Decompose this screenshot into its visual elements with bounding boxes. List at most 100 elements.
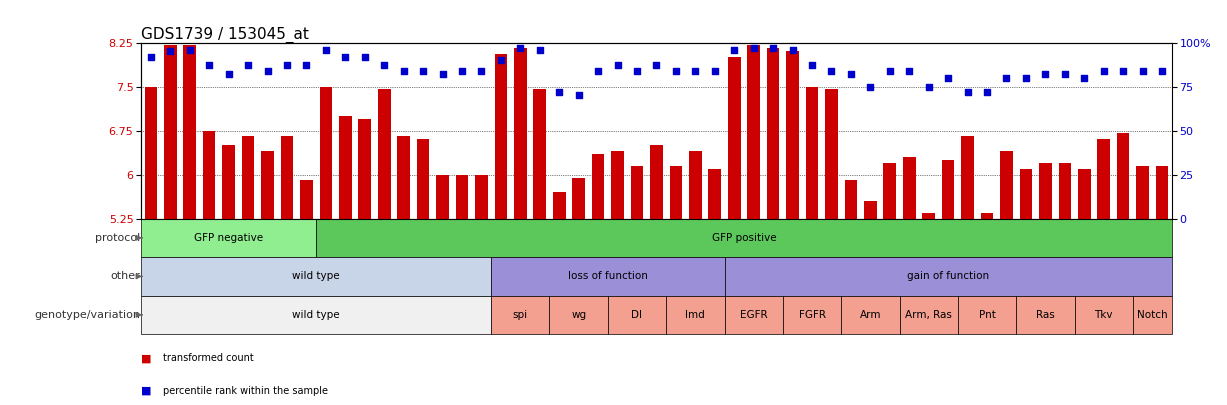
Text: Dl: Dl bbox=[632, 310, 643, 320]
Bar bbox=[1117, 134, 1130, 219]
Bar bbox=[550, 296, 607, 334]
Bar bbox=[825, 90, 838, 219]
Point bbox=[996, 75, 1016, 81]
Bar bbox=[491, 296, 550, 334]
Bar bbox=[437, 175, 449, 219]
Point bbox=[1152, 68, 1172, 74]
Point bbox=[724, 46, 744, 53]
Bar bbox=[1020, 169, 1032, 219]
Text: Pnt: Pnt bbox=[979, 310, 995, 320]
Text: FGFR: FGFR bbox=[799, 310, 826, 320]
Point bbox=[666, 68, 686, 74]
Bar bbox=[301, 181, 313, 219]
Point bbox=[647, 62, 666, 69]
Bar bbox=[690, 151, 702, 219]
Point bbox=[899, 68, 919, 74]
Bar bbox=[378, 90, 390, 219]
Bar bbox=[1075, 296, 1133, 334]
Point bbox=[199, 62, 218, 69]
Bar bbox=[358, 119, 371, 219]
Point bbox=[880, 68, 899, 74]
Bar bbox=[961, 136, 974, 219]
Text: Tkv: Tkv bbox=[1094, 310, 1113, 320]
Bar bbox=[141, 219, 317, 257]
Bar bbox=[1133, 296, 1172, 334]
Point bbox=[569, 92, 589, 98]
Bar bbox=[1016, 296, 1075, 334]
Bar bbox=[183, 45, 196, 219]
Point bbox=[1133, 68, 1152, 74]
Bar bbox=[491, 257, 724, 296]
Point bbox=[958, 89, 978, 95]
Point bbox=[822, 68, 842, 74]
Point bbox=[763, 45, 783, 51]
Point bbox=[744, 45, 763, 51]
Bar bbox=[534, 90, 546, 219]
Point bbox=[317, 46, 336, 53]
Point bbox=[510, 45, 530, 51]
Bar bbox=[1097, 139, 1110, 219]
Bar bbox=[607, 296, 666, 334]
Point bbox=[588, 68, 607, 74]
Bar bbox=[631, 166, 643, 219]
Text: EGFR: EGFR bbox=[740, 310, 768, 320]
Text: percentile rank within the sample: percentile rank within the sample bbox=[163, 386, 328, 396]
Point bbox=[218, 71, 238, 77]
Point bbox=[802, 62, 822, 69]
Point bbox=[161, 48, 180, 55]
Point bbox=[1016, 75, 1036, 81]
Bar bbox=[141, 257, 491, 296]
Bar bbox=[903, 157, 915, 219]
Bar bbox=[864, 201, 876, 219]
Point bbox=[297, 62, 317, 69]
Point bbox=[706, 68, 725, 74]
Bar bbox=[475, 175, 488, 219]
Bar bbox=[724, 296, 783, 334]
Text: transformed count: transformed count bbox=[163, 354, 254, 363]
Bar bbox=[728, 57, 741, 219]
Point bbox=[394, 68, 413, 74]
Bar bbox=[787, 51, 799, 219]
Point bbox=[238, 62, 258, 69]
Point bbox=[413, 68, 433, 74]
Point bbox=[355, 53, 374, 60]
Text: Imd: Imd bbox=[686, 310, 706, 320]
Bar bbox=[1136, 166, 1148, 219]
Point bbox=[277, 62, 297, 69]
Point bbox=[1036, 71, 1055, 77]
Text: GDS1739 / 153045_at: GDS1739 / 153045_at bbox=[141, 26, 309, 43]
Bar bbox=[141, 296, 491, 334]
Bar bbox=[1079, 169, 1091, 219]
Text: spi: spi bbox=[513, 310, 528, 320]
Bar bbox=[281, 136, 293, 219]
Bar bbox=[339, 116, 352, 219]
Bar bbox=[783, 296, 842, 334]
Bar bbox=[319, 87, 333, 219]
Text: Notch: Notch bbox=[1137, 310, 1168, 320]
Bar bbox=[842, 296, 899, 334]
Point bbox=[141, 53, 161, 60]
Point bbox=[627, 68, 647, 74]
Text: genotype/variation: genotype/variation bbox=[34, 310, 140, 320]
Bar bbox=[806, 87, 818, 219]
Bar bbox=[899, 296, 958, 334]
Bar bbox=[553, 192, 566, 219]
Bar bbox=[1000, 151, 1012, 219]
Bar bbox=[1156, 166, 1168, 219]
Bar bbox=[980, 213, 994, 219]
Bar bbox=[455, 175, 469, 219]
Bar bbox=[708, 169, 721, 219]
Text: wg: wg bbox=[571, 310, 587, 320]
Bar bbox=[591, 154, 605, 219]
Point bbox=[180, 46, 200, 53]
Point bbox=[607, 62, 627, 69]
Bar bbox=[883, 163, 896, 219]
Point bbox=[453, 68, 472, 74]
Bar bbox=[844, 181, 858, 219]
Point bbox=[550, 89, 569, 95]
Text: gain of function: gain of function bbox=[907, 271, 989, 281]
Bar bbox=[494, 54, 507, 219]
Bar bbox=[145, 87, 157, 219]
Point bbox=[840, 71, 860, 77]
Text: wild type: wild type bbox=[292, 310, 340, 320]
